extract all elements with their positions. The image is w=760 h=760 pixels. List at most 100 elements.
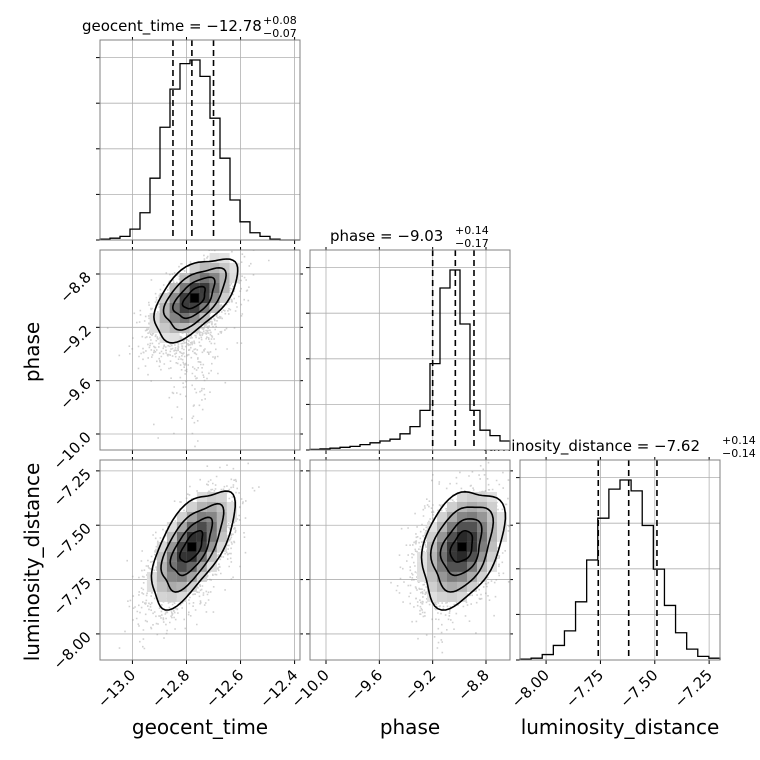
density-cell	[196, 541, 207, 552]
panel-background	[520, 460, 720, 660]
density-cell	[477, 491, 487, 502]
density-cell	[477, 531, 487, 542]
density-cell	[186, 571, 197, 582]
scatter-geocent-time-vs-phase: −10.0−9.6−9.2−8.8	[50, 247, 303, 473]
density-cell	[437, 551, 447, 562]
density-cell	[467, 571, 477, 582]
density-cell	[179, 303, 190, 313]
density-cell	[159, 323, 170, 333]
density-cell	[156, 551, 167, 562]
title-phase-plus: +0.14	[455, 224, 489, 237]
density-cell	[229, 263, 240, 273]
density-cell	[209, 273, 220, 283]
density-cell	[156, 541, 167, 552]
title-phase-minus: −0.17	[455, 237, 489, 250]
density-cell	[186, 561, 197, 572]
density-cell	[169, 293, 180, 303]
density-cell	[447, 571, 457, 582]
title-phase: phase = −9.03 +0.14 −0.17	[330, 224, 489, 250]
density-cell	[219, 263, 230, 273]
contour-2	[439, 518, 483, 577]
density-cell	[166, 581, 177, 592]
contour-1	[178, 530, 204, 563]
title-geocent-time-prefix: geocent_time =	[82, 17, 206, 36]
title-luminosity-distance: luminosity_distance = −7.62 +0.14 −0.14	[483, 434, 756, 460]
density-cell	[447, 581, 457, 592]
density-cell	[487, 541, 497, 552]
density-cell	[437, 511, 447, 522]
panel-body	[100, 460, 300, 660]
density-cell	[427, 521, 437, 532]
density-cell	[166, 541, 177, 552]
density-cell	[497, 521, 507, 532]
density-cell	[447, 561, 457, 572]
density-cell	[169, 283, 180, 293]
density-cell	[447, 591, 457, 602]
density-cell	[186, 511, 197, 522]
density-cell	[169, 333, 180, 343]
density-cell	[437, 571, 447, 582]
panel-frame	[99, 39, 301, 241]
density-cell	[179, 323, 190, 333]
density-cell	[209, 283, 220, 293]
panel-frame	[309, 459, 511, 661]
density-cell	[176, 561, 187, 572]
density-cell	[457, 591, 467, 602]
density-cell	[156, 571, 167, 582]
density-cell	[417, 571, 427, 582]
density-cell	[457, 521, 467, 532]
density-cell	[427, 551, 437, 562]
density-cell	[229, 273, 240, 283]
contour-4	[153, 258, 239, 344]
density-cell	[206, 501, 217, 512]
svg-text:luminosity_distance = −7.62: luminosity_distance = −7.62	[483, 437, 700, 456]
density-cell	[189, 323, 200, 333]
density-cell	[159, 293, 170, 303]
density-cell	[427, 591, 437, 602]
density-cell	[219, 283, 230, 293]
density-cell	[447, 521, 457, 532]
density-cell	[487, 501, 497, 512]
density-cell	[427, 561, 437, 572]
density-cell	[487, 551, 497, 562]
contour-3	[429, 506, 495, 593]
density-cell	[166, 521, 177, 532]
contour-3	[160, 502, 225, 593]
histogram-phase	[306, 247, 511, 454]
density-peak	[187, 542, 196, 551]
density-cell	[156, 591, 167, 602]
y-axis-label-phase: phase	[20, 322, 44, 382]
density-cell	[176, 551, 187, 562]
density-cell	[457, 511, 467, 522]
x-axis-label-geocent-time: geocent_time	[132, 715, 268, 739]
density-cell	[216, 491, 227, 502]
density-cell	[169, 313, 180, 323]
density-cell	[159, 333, 170, 343]
svg-text:geocent_time = −12.78: geocent_time = −12.78	[82, 17, 262, 36]
density-cell	[176, 511, 187, 522]
density-cell	[457, 551, 467, 562]
density-cell	[206, 531, 217, 542]
density-cell	[447, 511, 457, 522]
density-cell	[219, 253, 230, 263]
y-axis-label-luminosity-distance: luminosity_distance	[20, 463, 44, 662]
panel-frame	[99, 249, 301, 451]
density-cell	[196, 511, 207, 522]
density-cell	[179, 273, 190, 283]
density-cell	[176, 591, 187, 602]
density-cell	[487, 531, 497, 542]
panel-background	[310, 250, 510, 450]
density-cell	[186, 551, 197, 562]
density-cell	[176, 541, 187, 552]
contour-2	[171, 276, 216, 320]
density-cell	[216, 501, 227, 512]
density-cell	[199, 263, 210, 273]
density-cell	[166, 591, 177, 602]
density-cell	[457, 571, 467, 582]
x-axis-label-luminosity-distance: luminosity_distance	[521, 715, 720, 739]
density-cell	[176, 521, 187, 532]
histogram-step-line	[99, 59, 300, 241]
density-cell	[467, 511, 477, 522]
density-cell	[447, 531, 457, 542]
density-cell	[189, 313, 200, 323]
